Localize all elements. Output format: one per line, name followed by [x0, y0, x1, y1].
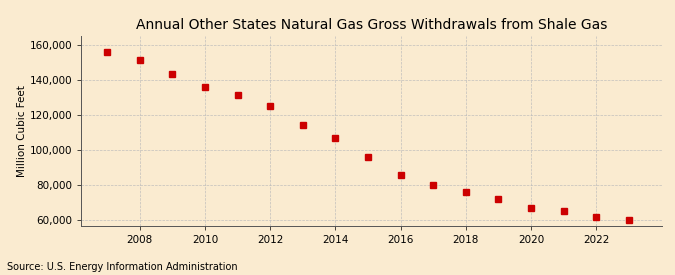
Title: Annual Other States Natural Gas Gross Withdrawals from Shale Gas: Annual Other States Natural Gas Gross Wi…: [136, 18, 607, 32]
Y-axis label: Million Cubic Feet: Million Cubic Feet: [17, 85, 26, 177]
Text: Source: U.S. Energy Information Administration: Source: U.S. Energy Information Administ…: [7, 262, 238, 272]
